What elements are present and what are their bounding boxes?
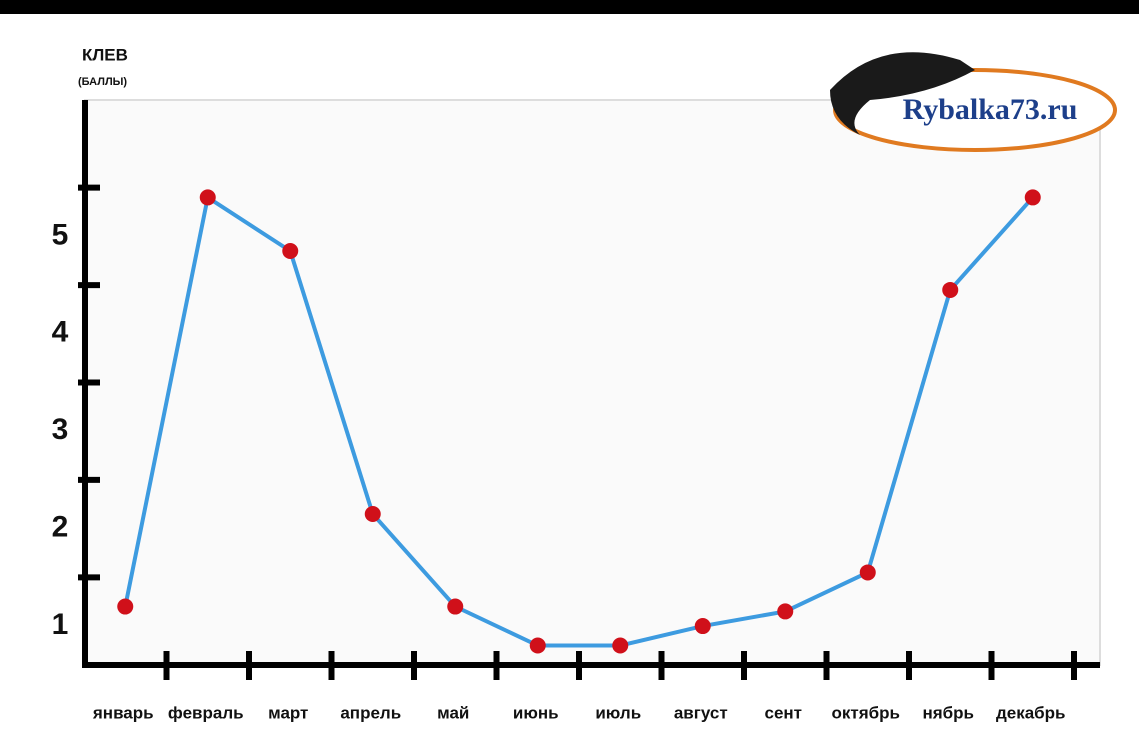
top-bar	[0, 0, 1139, 14]
x-tick-label: июнь	[513, 703, 559, 722]
y-tick-label: 2	[52, 511, 69, 544]
line	[123, 194, 1035, 648]
marker	[199, 189, 216, 206]
marker	[117, 598, 134, 615]
marker	[859, 564, 876, 581]
marker	[612, 637, 629, 654]
logo-fish	[830, 52, 975, 135]
x-tick-label: нябрь	[922, 703, 974, 722]
y-tick-label: 4	[52, 316, 69, 349]
marker	[282, 242, 299, 259]
x-tick-label: август	[674, 703, 728, 722]
y-axis-subtitle: (БАЛЛЫ)	[78, 76, 127, 88]
marker	[1024, 189, 1041, 206]
marker	[447, 598, 464, 615]
logo: Rybalka73.ru	[830, 52, 1117, 152]
marker	[694, 618, 711, 635]
x-tick-label: апрель	[340, 703, 401, 722]
x-tick-label: февраль	[168, 703, 244, 722]
x-tick-label: июль	[595, 703, 641, 722]
x-tick-label: январь	[92, 703, 154, 722]
logo-text: Rybalka73.ru	[903, 93, 1078, 126]
marker	[364, 506, 381, 523]
x-tick-label: декабрь	[996, 703, 1066, 722]
y-axis-title: КЛЕВ	[82, 45, 128, 64]
y-tick-label: 5	[52, 218, 69, 251]
marker	[529, 637, 546, 654]
x-tick-label: май	[437, 703, 469, 722]
plot-area	[84, 99, 1101, 666]
x-tick-label: март	[268, 703, 308, 722]
marker	[777, 603, 794, 620]
x-tick-label: октябрь	[832, 703, 900, 722]
y-tick-label: 1	[52, 608, 69, 641]
x-tick-label: сент	[764, 703, 802, 722]
marker	[942, 281, 959, 298]
y-tick-label: 3	[52, 413, 69, 446]
